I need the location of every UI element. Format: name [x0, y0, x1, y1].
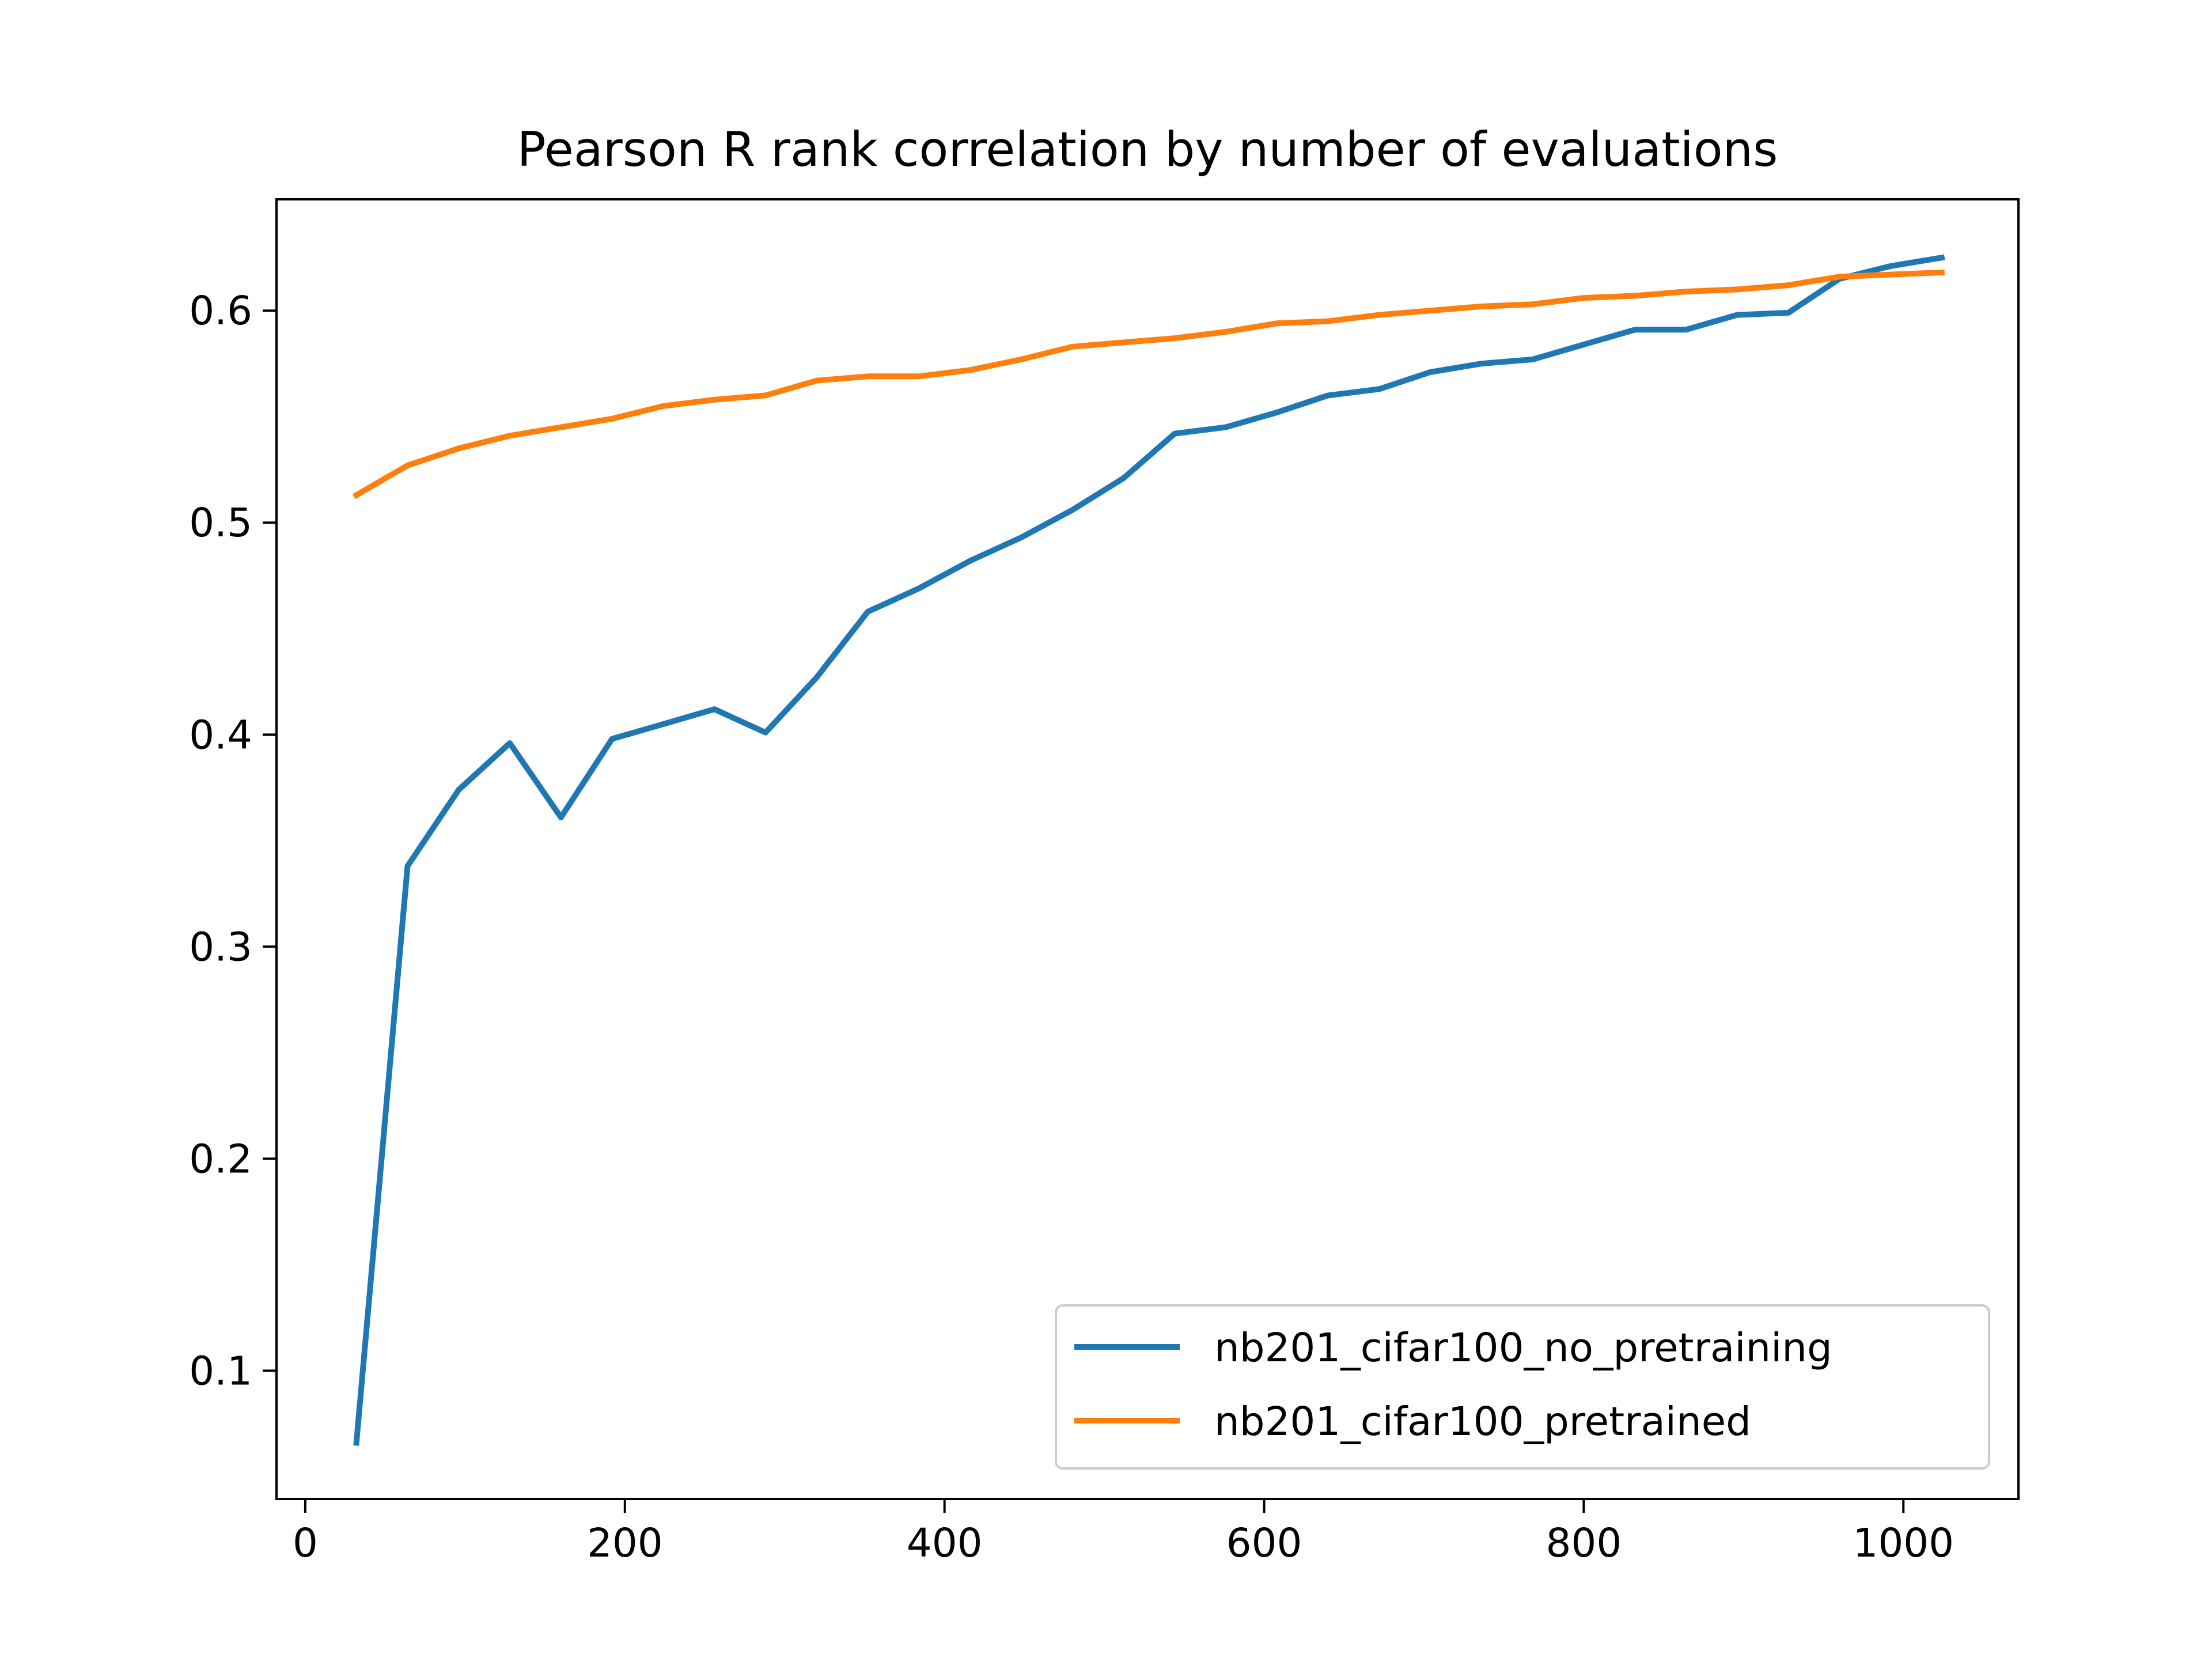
y-tick-label: 0.4 — [189, 712, 252, 758]
x-tick-label: 0 — [293, 1520, 318, 1566]
plot-area-frame — [275, 198, 2020, 1500]
x-tick-label: 800 — [1546, 1520, 1622, 1566]
legend-label: nb201_cifar100_no_pretraining — [1214, 1325, 1832, 1371]
y-tick-label: 0.2 — [189, 1136, 252, 1182]
legend: nb201_cifar100_no_pretraining nb201_cifar… — [1055, 1304, 1990, 1470]
y-tick-label: 0.3 — [189, 924, 252, 970]
x-axis: 0 200 400 600 800 1000 — [293, 1499, 1954, 1566]
legend-label: nb201_cifar100_pretrained — [1214, 1399, 1751, 1445]
y-tick-label: 0.5 — [189, 500, 252, 546]
series-line-1 — [352, 269, 1945, 499]
x-tick-label: 200 — [587, 1520, 663, 1566]
chart-title: Pearson R rank correlation by number of … — [517, 122, 1778, 177]
y-tick-label: 0.1 — [189, 1348, 252, 1394]
legend-box — [1055, 1304, 1990, 1470]
y-axis: 0.1 0.2 0.3 0.4 0.5 0.6 — [189, 288, 276, 1394]
x-tick-label: 400 — [907, 1520, 983, 1566]
x-tick-label: 1000 — [1853, 1520, 1954, 1566]
series-line-0 — [353, 254, 1945, 1446]
y-tick-label: 0.6 — [189, 288, 252, 334]
series-layer — [352, 254, 1945, 1446]
x-tick-label: 600 — [1226, 1520, 1302, 1566]
